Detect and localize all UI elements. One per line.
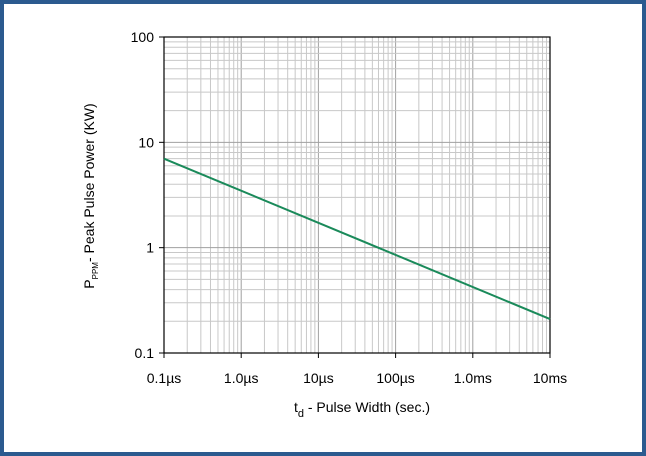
plot-area-border <box>163 36 551 354</box>
y-tick-label: 0.1 <box>135 345 155 361</box>
x-axis-ticks: 0.1µs 1.0µs 10µs 100µs 1.0ms 10ms <box>147 353 567 386</box>
y-axis-ticks: 0.1 1 10 100 <box>131 29 164 361</box>
x-tick-label: 0.1µs <box>147 370 182 386</box>
x-tick-label: 10ms <box>533 370 567 386</box>
y-tick-label: 1 <box>146 240 154 256</box>
y-tick-label: 10 <box>138 134 154 150</box>
x-tick-label: 1.0µs <box>224 370 259 386</box>
pulse-power-chart: 0.1µs 1.0µs 10µs 100µs 1.0ms 10ms 0.1 1 10 100 t… <box>81 29 567 420</box>
y-axis-label: PPPM- Peak Pulse Power (KW) <box>81 103 100 288</box>
x-tick-label: 1.0ms <box>454 370 492 386</box>
series-group <box>163 157 551 320</box>
y-tick-label: 100 <box>131 29 155 45</box>
grid <box>163 37 550 354</box>
series-line <box>163 157 551 320</box>
x-tick-label: 100µs <box>376 370 414 386</box>
x-tick-label: 10µs <box>303 370 334 386</box>
x-axis-label: td - Pulse Width (sec.) <box>294 399 430 420</box>
